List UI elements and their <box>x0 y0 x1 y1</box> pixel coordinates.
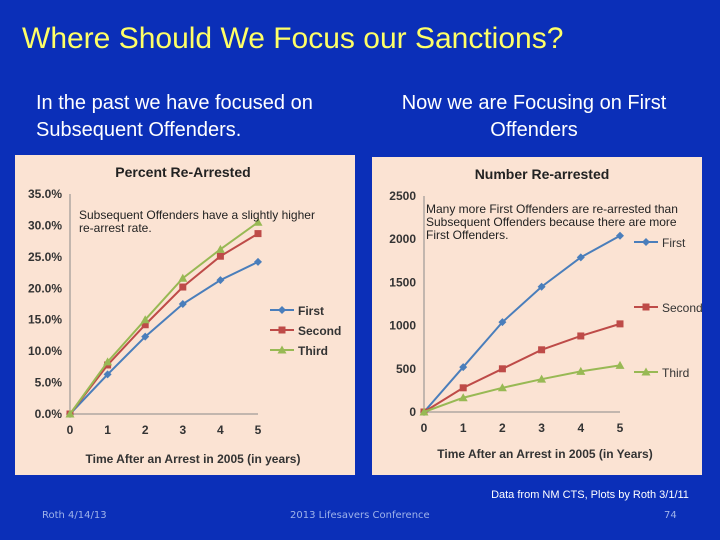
first-series-legend-marker <box>642 238 650 246</box>
y-tick-label: 1500 <box>389 275 416 289</box>
left-chart-annotation: Subsequent Offenders have a slightly hig… <box>79 208 315 235</box>
percent-rearrested-chart: Percent Re-Arrested 0.0% 5.0% 10.0% 15.0% 20.… <box>15 155 355 475</box>
y-tick-label: 15.0% <box>28 313 62 327</box>
x-tick-label: 0 <box>67 423 74 437</box>
first-series-point <box>216 276 225 285</box>
y-tick-label: 20.0% <box>28 281 62 295</box>
x-tick-label: 5 <box>255 423 262 437</box>
second-series-point <box>538 346 546 354</box>
y-tick-label: 30.0% <box>28 218 62 232</box>
second-series-legend-label: Second <box>662 301 702 315</box>
x-axis-title: Time After an Arrest in 2005 (in years) <box>86 452 301 466</box>
slide-title: Where Should We Focus our Sanctions? <box>22 22 564 55</box>
number-rearrested-plot: Number Re-arrested 0 500 1000 1500 2000 2500 0 1… <box>389 166 702 461</box>
y-tick-label: 35.0% <box>28 187 62 201</box>
y-tick-label: 10.0% <box>28 344 62 358</box>
third-series-legend-label: Third <box>662 366 689 380</box>
number-rearrested-chart: Number Re-arrested 0 500 1000 1500 2000 2500 0 1… <box>372 157 702 475</box>
second-series-legend-marker <box>642 303 650 311</box>
second-series-legend-label: Second <box>298 324 341 338</box>
footer-conference: 2013 Lifesavers Conference <box>290 510 430 521</box>
first-series-point <box>141 332 150 341</box>
first-series-point <box>178 300 187 308</box>
second-series-legend-marker <box>278 326 286 334</box>
x-axis-title: Time After an Arrest in 2005 (in Years) <box>437 447 652 461</box>
y-tick-label: 2000 <box>389 232 416 246</box>
first-series-point <box>254 257 262 266</box>
footer-date: Roth 4/14/13 <box>42 510 107 521</box>
second-series-point <box>179 283 187 291</box>
x-tick-label: 3 <box>179 423 186 437</box>
third-series-line <box>69 221 259 415</box>
third-series-point <box>576 366 586 375</box>
y-tick-label: 500 <box>396 362 416 376</box>
first-series-point <box>498 318 507 327</box>
third-series-point <box>103 357 113 366</box>
first-series-point <box>616 231 624 240</box>
x-tick-label: 1 <box>460 421 467 435</box>
third-series-legend-label: Third <box>298 344 328 358</box>
third-series-point <box>419 407 429 416</box>
third-series-point <box>140 315 150 324</box>
third-series-point <box>178 273 188 282</box>
x-tick-label: 0 <box>421 421 428 435</box>
third-series-point <box>615 360 625 369</box>
first-series-line <box>69 260 259 415</box>
x-tick-label: 4 <box>217 423 224 437</box>
x-tick-label: 2 <box>142 423 149 437</box>
first-series-point <box>103 370 112 379</box>
number-re-arrested-title: Number Re-arrested <box>475 166 610 182</box>
first-series-legend-marker <box>278 306 286 314</box>
third-series-point <box>65 409 75 418</box>
third-series-point <box>497 383 507 392</box>
second-series-line <box>69 232 259 415</box>
y-tick-label: 5.0% <box>35 376 63 390</box>
second-series-point <box>498 365 506 373</box>
third-series-legend-marker <box>277 345 287 354</box>
first-series-point <box>459 363 468 372</box>
y-tick-label: 25.0% <box>28 250 62 264</box>
third-series-line <box>423 364 621 413</box>
source-note: Data from NM CTS, Plots by Roth 3/1/11 <box>491 489 689 501</box>
third-series-legend-marker <box>641 367 651 376</box>
y-tick-label: 2500 <box>389 189 416 203</box>
second-series-point <box>216 252 224 260</box>
second-series-point <box>616 320 624 328</box>
x-tick-label: 4 <box>577 421 584 435</box>
second-series-point <box>577 332 585 340</box>
second-series-point <box>141 321 149 329</box>
y-tick-label: 0.0% <box>35 407 63 421</box>
percent-re-arrested-title: Percent Re-Arrested <box>115 164 250 180</box>
first-series-legend-label: First <box>662 236 686 250</box>
first-series-point <box>537 282 546 291</box>
right-heading: Now we are Focusing on First Offenders <box>401 92 667 141</box>
x-tick-label: 1 <box>104 423 111 437</box>
first-series-point <box>576 253 585 262</box>
third-series-point <box>253 217 263 226</box>
third-series-point <box>215 244 225 253</box>
second-series-point <box>254 230 262 238</box>
third-series-point <box>537 374 547 383</box>
percent-rearrested-plot: Percent Re-Arrested 0.0% 5.0% 10.0% 15.0% 20.… <box>28 164 341 466</box>
y-tick-label: 0 <box>409 405 416 419</box>
x-tick-label: 2 <box>499 421 506 435</box>
second-series-point <box>459 384 467 392</box>
x-tick-label: 5 <box>617 421 624 435</box>
y-tick-label: 1000 <box>389 319 416 333</box>
first-series-legend-label: First <box>298 304 324 318</box>
page-number: 74 <box>664 510 677 521</box>
first-series-line <box>423 234 621 413</box>
left-heading: In the past we have focused on Subsequen… <box>36 92 313 141</box>
x-tick-label: 3 <box>538 421 545 435</box>
third-series-point <box>458 393 468 402</box>
second-series-line <box>423 322 621 413</box>
right-chart-annotation: Many more First Offenders are re-arreste… <box>426 202 678 242</box>
